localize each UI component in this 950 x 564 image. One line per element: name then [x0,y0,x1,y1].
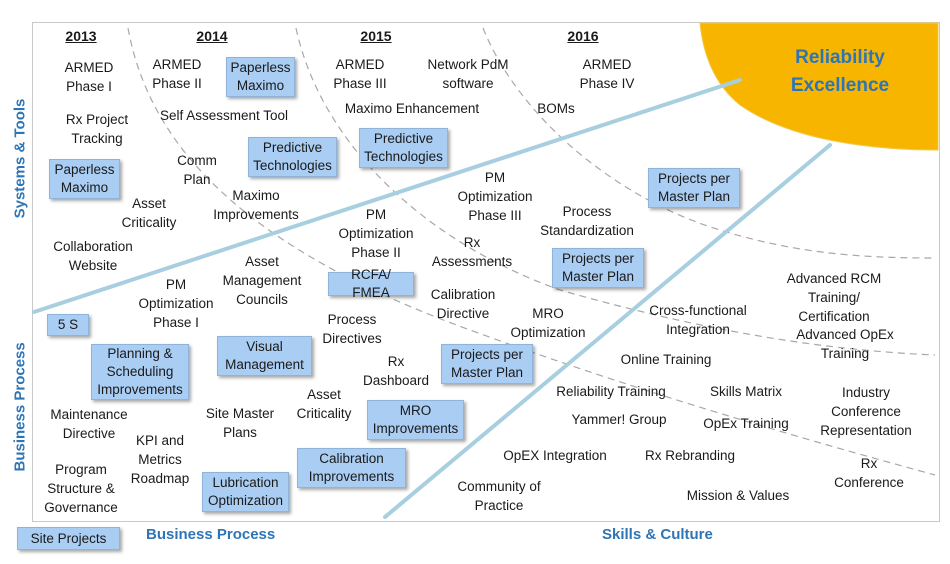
label-industry-conference: Industry Conference Representation [820,385,912,438]
label-community-of-practice: Community of Practice [457,479,541,513]
label-skills-matrix: Skills Matrix [709,384,783,399]
box-mro-improvements: MRO Improvements [367,400,464,440]
label-advanced-opex: Advanced OpEx Training [796,327,894,361]
label-armed-phase-3: ARMED Phase III [333,57,387,91]
box-planning-scheduling: Planning & Scheduling Improvements [91,344,189,400]
box-calibration-improvements: Calibration Improvements [297,448,406,488]
label-cross-functional: Cross-functional Integration [649,303,747,337]
label-mission-values: Mission & Values [686,488,790,503]
arc-2014-2015 [295,27,936,356]
label-armed-phase-2: ARMED Phase II [152,57,202,91]
year-2014: 2014 [196,28,228,44]
label-opex-integration: OpEX Integration [503,448,607,463]
legend-site-projects: Site Projects [17,527,120,550]
label-site-master-plans: Site Master Plans [205,406,275,440]
year-2016: 2016 [567,28,599,44]
year-2015: 2015 [360,28,392,44]
label-online-training: Online Training [620,352,712,367]
box-lubrication-optimization: Lubrication Optimization [202,472,289,512]
arc-2015-2016 [482,27,936,259]
label-self-assessment: Self Assessment Tool [159,108,289,123]
box-paperless-maximo-2014: Paperless Maximo [226,57,295,97]
box-visual-management: Visual Management [217,336,312,376]
box-predictive-tech-2014: Predictive Technologies [248,137,337,177]
goal-title: Reliability Excellence [790,47,890,96]
label-maximo-enhancement: Maximo Enhancement [344,101,480,116]
axis-systems-tools: Systems & Tools [11,98,29,219]
label-rx-dashboard: Rx Dashboard [362,354,430,388]
label-process-directives: Process Directives [322,312,382,346]
label-asset-criticality-1: Asset Criticality [121,196,177,230]
year-2013: 2013 [65,28,97,44]
axis-business-process: Business Process [146,526,276,543]
label-yammer-group: Yammer! Group [571,412,667,427]
label-comm-plan: Comm Plan [177,153,217,187]
label-network-pdm: Network PdM software [427,57,509,91]
label-maximo-improvements: Maximo Improvements [213,188,299,222]
label-mro-optimization: MRO Optimization [510,306,586,340]
label-calibration-directive: Calibration Directive [430,287,496,321]
label-armed-phase-4: ARMED Phase IV [579,57,635,91]
systems-line [32,78,742,314]
label-pm-optimization-1: PM Optimization Phase I [138,277,214,330]
arc-2013-2014 [127,27,936,476]
label-opex-training: OpEx Training [703,416,789,431]
label-asset-management-councils: Asset Management Councils [222,254,302,307]
box-projects-master-plan-2: Projects per Master Plan [552,248,644,288]
box-rcfa-fmea: RCFA/ FMEA [328,267,414,300]
label-reliability-training: Reliability Training [556,384,666,399]
label-rx-assessments: Rx Assessments [431,235,513,269]
box-projects-master-plan-1: Projects per Master Plan [648,168,740,208]
label-boms: BOMs [537,101,575,116]
box-5s: 5 S [47,314,89,336]
axis-skills-culture: Skills & Culture [602,526,713,543]
axis-business-process-vertical: Business Process [11,342,29,472]
culture-line [383,143,832,519]
box-predictive-tech-2015: Predictive Technologies [359,128,448,168]
label-kpi-metrics-roadmap: KPI and Metrics Roadmap [130,433,190,486]
label-process-standardization: Process Standardization [540,204,634,238]
goal-shape [699,22,939,151]
label-armed-phase-1: ARMED Phase I [64,60,114,94]
label-rx-rebranding: Rx Rebranding [644,448,736,463]
label-program-structure: Program Structure & Governance [44,462,118,515]
label-pm-optimization-3: PM Optimization Phase III [457,170,533,223]
label-collaboration-website: Collaboration Website [53,239,133,273]
label-pm-optimization-2: PM Optimization Phase II [338,207,414,260]
box-paperless-maximo-2013: Paperless Maximo [49,159,120,199]
label-asset-criticality-2: Asset Criticality [296,387,352,421]
label-rx-project-tracking: Rx Project Tracking [65,112,129,146]
label-maintenance-directive: Maintenance Directive [50,407,128,441]
label-rx-conference: Rx Conference [834,456,904,490]
label-advanced-rcm: Advanced RCM Training/ Certification [786,271,882,324]
box-projects-master-plan-3: Projects per Master Plan [441,344,533,384]
